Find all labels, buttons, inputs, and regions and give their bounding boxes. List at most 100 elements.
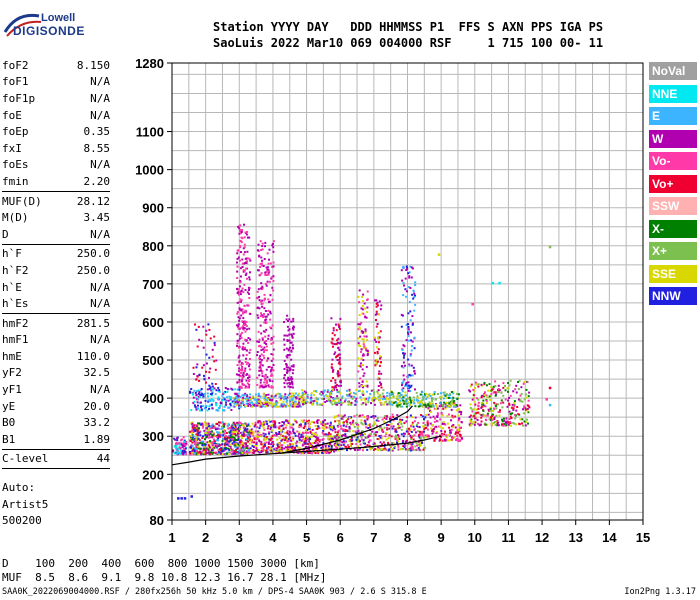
- echo-point: [228, 436, 231, 439]
- echo-point: [337, 347, 340, 349]
- echo-point: [516, 406, 519, 408]
- echo-point: [398, 401, 401, 404]
- echo-point: [270, 446, 273, 449]
- echo-point: [248, 378, 251, 381]
- echo-point: [287, 422, 290, 424]
- echo-point: [402, 387, 405, 390]
- echo-point: [215, 389, 218, 392]
- echo-point: [270, 396, 273, 399]
- echo-point: [280, 448, 283, 451]
- echo-point: [234, 388, 237, 391]
- echo-point: [372, 388, 375, 391]
- echo-point: [259, 263, 262, 266]
- echo-point: [202, 325, 205, 328]
- echo-point: [240, 275, 242, 278]
- echo-point: [394, 428, 397, 431]
- echo-point: [379, 399, 381, 402]
- echo-point: [211, 444, 214, 446]
- echo-point: [297, 405, 300, 408]
- echo-point: [411, 322, 414, 325]
- echo-point: [329, 433, 332, 436]
- echo-point: [261, 337, 264, 340]
- echo-point: [415, 448, 418, 451]
- echo-point: [288, 369, 291, 372]
- echo-point: [285, 436, 288, 439]
- echo-point: [177, 448, 180, 451]
- echo-point: [181, 442, 184, 445]
- echo-point: [485, 399, 488, 402]
- echo-point: [402, 356, 405, 359]
- echo-point: [209, 433, 212, 435]
- echo-point: [316, 403, 319, 406]
- echo-point: [261, 286, 264, 289]
- echo-point: [276, 445, 279, 447]
- echo-point: [448, 426, 451, 429]
- echo-point: [205, 370, 207, 373]
- echo-point: [241, 374, 244, 377]
- echo-point: [273, 421, 276, 424]
- echo-point: [526, 407, 529, 410]
- echo-point: [206, 409, 209, 412]
- echo-point: [195, 453, 198, 456]
- echo-point: [268, 301, 270, 304]
- echo-point: [390, 435, 393, 438]
- echo-point: [225, 403, 227, 406]
- echo-point: [507, 390, 509, 393]
- echo-point: [497, 411, 500, 413]
- echo-point: [334, 384, 337, 387]
- echo-point: [507, 421, 509, 424]
- echo-point: [335, 329, 338, 332]
- echo-point: [231, 428, 233, 431]
- echo-point: [203, 374, 205, 377]
- echo-point: [471, 398, 474, 401]
- echo-point: [303, 402, 306, 405]
- echo-point: [234, 438, 237, 441]
- echo-point: [195, 378, 198, 381]
- echo-point: [315, 390, 317, 393]
- echo-point: [242, 371, 245, 374]
- echo-point: [252, 431, 255, 434]
- echo-point: [362, 343, 365, 346]
- echo-point: [477, 422, 479, 425]
- echo-point: [359, 434, 362, 437]
- echo-point: [284, 419, 287, 422]
- echo-point: [197, 398, 200, 401]
- echo-point: [189, 452, 192, 455]
- echo-point: [244, 442, 247, 445]
- echo-point: [365, 335, 368, 338]
- echo-point: [364, 442, 366, 445]
- echo-point: [237, 249, 240, 252]
- echo-point: [190, 435, 193, 437]
- echo-point: [389, 420, 392, 423]
- echo-point: [287, 366, 290, 369]
- echo-point: [364, 403, 367, 406]
- echo-point: [260, 300, 263, 303]
- echo-point: [422, 430, 425, 433]
- echo-point: [399, 418, 402, 421]
- echo-point: [400, 388, 403, 391]
- echo-point: [292, 398, 295, 401]
- echo-point: [359, 362, 362, 365]
- echo-point: [498, 390, 500, 393]
- echo-point: [371, 430, 374, 433]
- echo-point: [292, 317, 295, 320]
- echo-point: [306, 428, 309, 431]
- echo-point: [221, 439, 224, 442]
- polarization-legend: NoVal NNE E W Vo- Vo+ SSW X- X+ SSE NNW: [649, 62, 697, 310]
- echo-point: [243, 451, 246, 454]
- echo-point: [286, 339, 289, 342]
- echo-point: [342, 415, 345, 418]
- echo-point: [363, 302, 366, 305]
- echo-point: [445, 396, 448, 399]
- echo-point: [270, 277, 273, 280]
- echo-point: [296, 451, 299, 454]
- echo-point: [327, 443, 329, 446]
- echo-point: [241, 266, 244, 268]
- echo-point: [237, 373, 240, 376]
- echo-point: [229, 443, 232, 446]
- echo-point: [270, 342, 273, 345]
- echo-point: [391, 392, 394, 395]
- echo-point: [261, 372, 264, 375]
- echo-point: [259, 266, 262, 268]
- echo-point: [242, 404, 245, 407]
